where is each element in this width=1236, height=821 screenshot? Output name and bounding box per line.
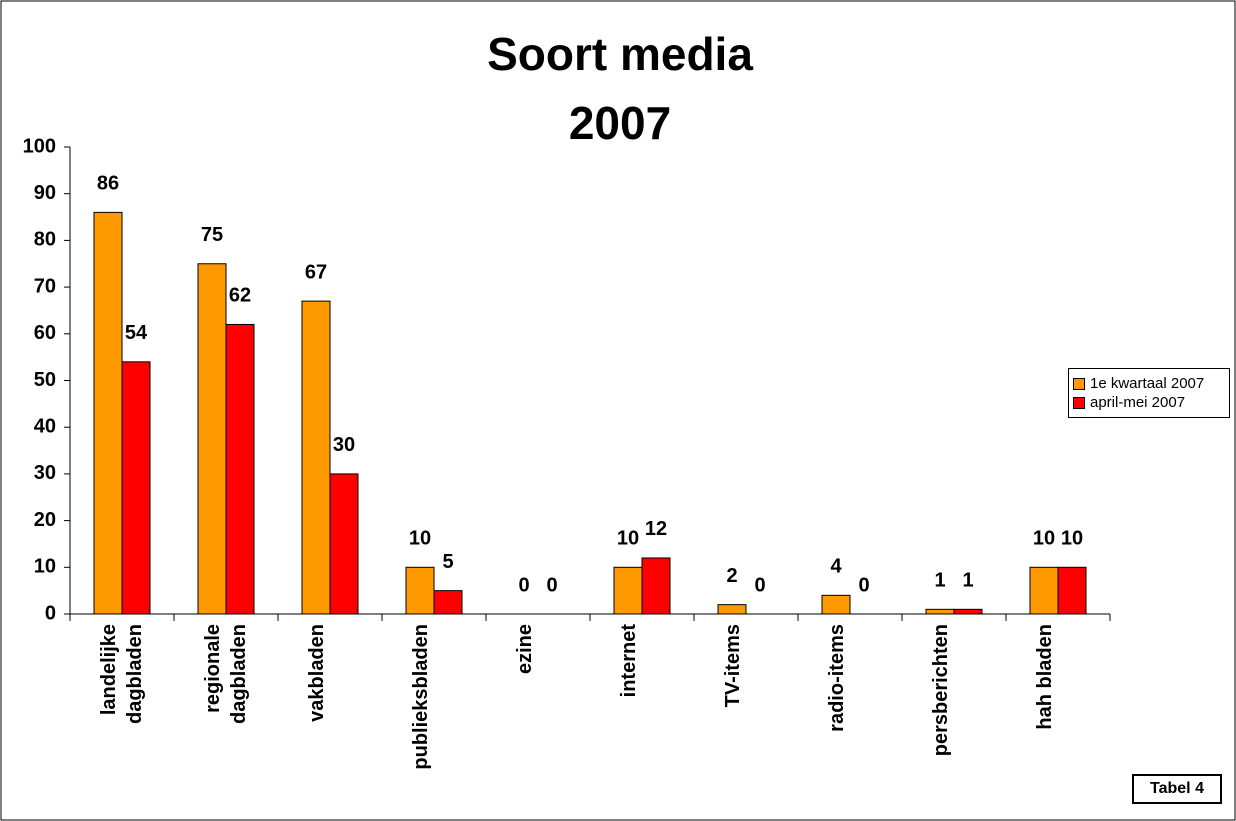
y-tick-label: 40 [34,415,56,437]
data-label: 10 [617,528,639,550]
y-tick-label: 0 [45,602,56,624]
legend: 1e kwartaal 2007 april-mei 2007 [1068,368,1230,418]
bar [1029,566,1059,615]
data-label: 30 [333,434,355,456]
x-tick-label: publieksbladen [410,624,432,770]
y-tick-label: 80 [34,229,56,251]
x-tick-label: ezine [514,624,536,675]
bar [93,211,123,615]
bar [821,594,851,615]
bar [405,566,435,615]
data-label: 1 [962,570,973,592]
y-tick-label: 20 [34,509,56,531]
data-label: 54 [125,322,148,344]
legend-label: april-mei 2007 [1090,394,1186,411]
bar [717,604,747,615]
legend-swatch [1073,397,1085,409]
x-tick-label: hah bladen [1034,624,1056,730]
data-label: 10 [1061,528,1083,550]
y-tick-label: 90 [34,182,56,204]
x-tick-label: internet [618,624,640,698]
y-tick-label: 30 [34,462,56,484]
annotation: Tabel 4 [1132,774,1222,804]
data-label: 1 [934,570,945,592]
data-label: 62 [229,285,251,307]
x-tick-label: landelijke dagbladen [98,624,146,725]
legend-label: 1e kwartaal 2007 [1090,375,1205,392]
y-tick-label: 50 [34,369,56,391]
bar [225,323,255,615]
bar [953,608,983,615]
legend-item: 1e kwartaal 2007 [1073,375,1227,392]
x-tick-label: persberichten [930,624,952,757]
data-label: 2 [726,565,737,587]
y-tick-label: 100 [23,135,56,157]
x-tick-label: radio-items [826,624,848,732]
x-tick-label: regionale dagbladen [202,624,250,725]
data-label: 10 [409,528,431,550]
bar [329,473,359,615]
data-label: 0 [518,574,529,596]
legend-item: april-mei 2007 [1073,394,1227,411]
bar [121,361,151,615]
data-label: 4 [830,556,842,578]
data-label: 5 [442,551,453,573]
x-tick-label: TV-items [722,624,744,708]
data-label: 0 [754,574,765,596]
bar [613,566,643,615]
y-tick-label: 10 [34,556,56,578]
x-tick-label: vakbladen [306,624,328,722]
bar [197,263,227,615]
data-label: 0 [858,574,869,596]
data-label: 67 [305,261,327,283]
data-label: 12 [645,518,667,540]
data-label: 10 [1033,528,1055,550]
data-label: 0 [546,574,557,596]
bar [1057,566,1087,615]
chart-title: 2007 [569,97,671,149]
data-label: 75 [201,224,223,246]
y-tick-label: 60 [34,322,56,344]
y-tick-label: 70 [34,275,56,297]
chart-title: Soort media [487,28,753,80]
bar [433,590,463,615]
bar [301,300,331,615]
legend-swatch [1073,378,1085,390]
data-label: 86 [97,173,119,195]
bar [925,608,955,615]
bar [641,557,671,615]
